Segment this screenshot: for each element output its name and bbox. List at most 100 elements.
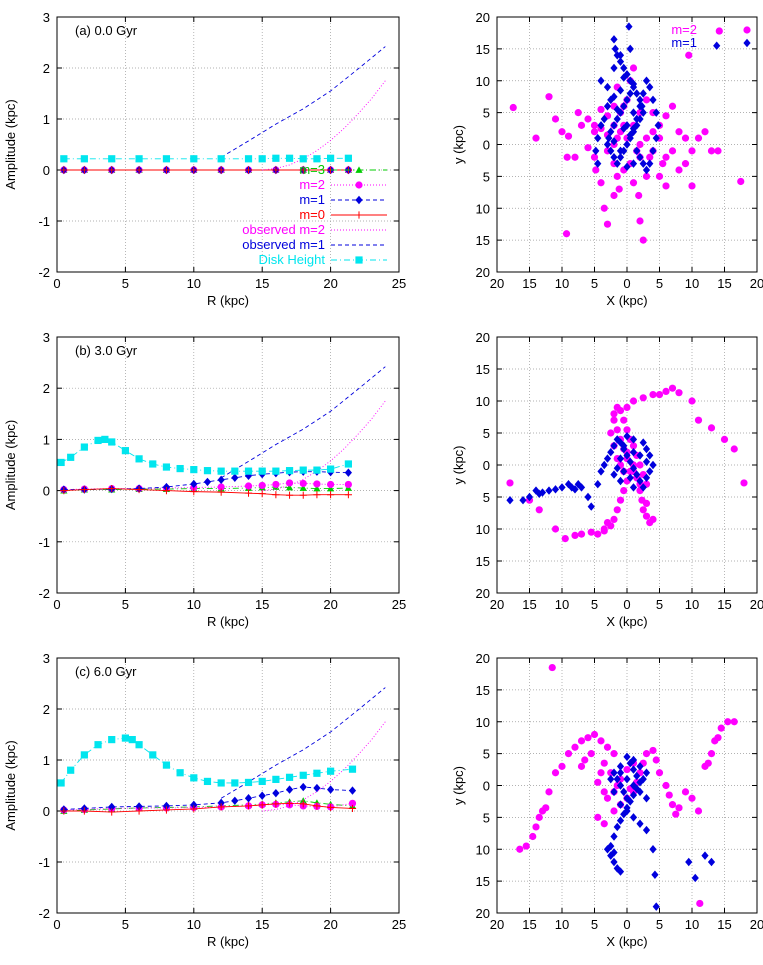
data-point [607, 146, 615, 156]
data-point [629, 781, 638, 790]
data-point [108, 484, 116, 493]
legend-item: m=3 [299, 162, 387, 177]
legend-item: observed m=1 [242, 237, 387, 252]
data-point [620, 441, 628, 450]
data-point [636, 451, 644, 460]
series-observed-m-2 [262, 400, 386, 492]
x-tick-label: 20 [323, 276, 337, 291]
data-point [285, 491, 294, 499]
data-point [594, 530, 602, 538]
data-point [135, 155, 143, 163]
legend-item: m=1 [299, 192, 387, 207]
data-point [629, 755, 638, 765]
data-point [108, 802, 116, 812]
y-tick-label: 15 [476, 874, 490, 889]
data-point [344, 468, 352, 477]
data-point [597, 105, 605, 114]
data-point [668, 102, 677, 110]
data-point [616, 816, 625, 825]
data-point [344, 460, 352, 468]
data-point [615, 185, 623, 193]
data-point [681, 160, 690, 168]
data-point [642, 794, 651, 803]
data-point [616, 146, 625, 156]
data-point [696, 899, 704, 908]
data-point [348, 799, 357, 807]
series-line [60, 438, 349, 472]
data-point [636, 217, 644, 225]
y-axis-label: y (kpc) [451, 766, 466, 805]
data-point [616, 867, 625, 876]
y-tick-label: 1 [43, 432, 50, 447]
data-point [564, 750, 573, 758]
x-tick-label: 5 [122, 597, 129, 612]
data-point [626, 130, 634, 140]
data-point [545, 93, 553, 101]
data-point [642, 444, 651, 454]
data-point [668, 801, 677, 809]
data-point [80, 807, 88, 815]
series-line [63, 802, 353, 811]
data-point [162, 801, 171, 811]
data-point [190, 479, 198, 489]
data-point [285, 154, 294, 162]
data-point [231, 473, 239, 482]
data-point [714, 147, 722, 155]
x-tick-label: 5 [591, 276, 598, 291]
data-point [675, 166, 683, 174]
data-point [629, 435, 638, 444]
data-point [688, 794, 696, 802]
data-point [626, 473, 634, 482]
y-tick-label: 3 [43, 330, 50, 345]
x-tick-label: 0 [53, 917, 60, 932]
data-point [730, 718, 738, 726]
legend-label: m=0 [299, 207, 325, 222]
data-point [231, 779, 239, 787]
legend-label: observed m=1 [242, 237, 325, 252]
data-point [272, 154, 280, 162]
x-tick-label: 10 [555, 917, 569, 932]
data-point [603, 454, 612, 463]
y-tick-label: 5 [483, 490, 490, 505]
data-point [217, 779, 225, 787]
data-point [636, 819, 644, 828]
plot-frame [496, 336, 758, 594]
x-tick-label: 20 [490, 917, 504, 932]
data-point [603, 140, 612, 149]
y-tick-label: 3 [43, 10, 50, 25]
data-point [629, 464, 638, 473]
data-point [121, 734, 129, 742]
data-point [607, 774, 615, 784]
data-point [577, 737, 586, 745]
series-line [220, 366, 386, 479]
data-point [190, 805, 198, 813]
data-point [258, 801, 266, 809]
y-tick-label: 10 [476, 842, 490, 857]
data-point [610, 35, 618, 44]
data-point [623, 426, 631, 434]
data-point [649, 746, 657, 755]
y-tick-label: 10 [476, 74, 490, 89]
data-point [613, 464, 621, 473]
y-axis-label: Amplitude (kpc) [3, 420, 18, 510]
data-point [258, 777, 266, 786]
data-point [535, 813, 543, 821]
data-point [60, 166, 68, 174]
data-point [633, 771, 641, 781]
x-tick-label: 5 [122, 276, 129, 291]
data-point [668, 384, 677, 392]
series-m-1 [506, 432, 657, 511]
data-point [285, 785, 294, 794]
data-point [587, 528, 595, 536]
data-point [101, 435, 109, 443]
data-point [629, 442, 638, 450]
data-point [646, 153, 654, 161]
data-point [681, 134, 690, 142]
data-point [701, 128, 709, 136]
x-tick-label: 0 [623, 917, 630, 932]
legend-label: m=3 [299, 162, 325, 177]
data-point [649, 95, 657, 105]
legend-marker [355, 181, 363, 189]
data-point [603, 102, 612, 111]
data-point [623, 140, 631, 149]
